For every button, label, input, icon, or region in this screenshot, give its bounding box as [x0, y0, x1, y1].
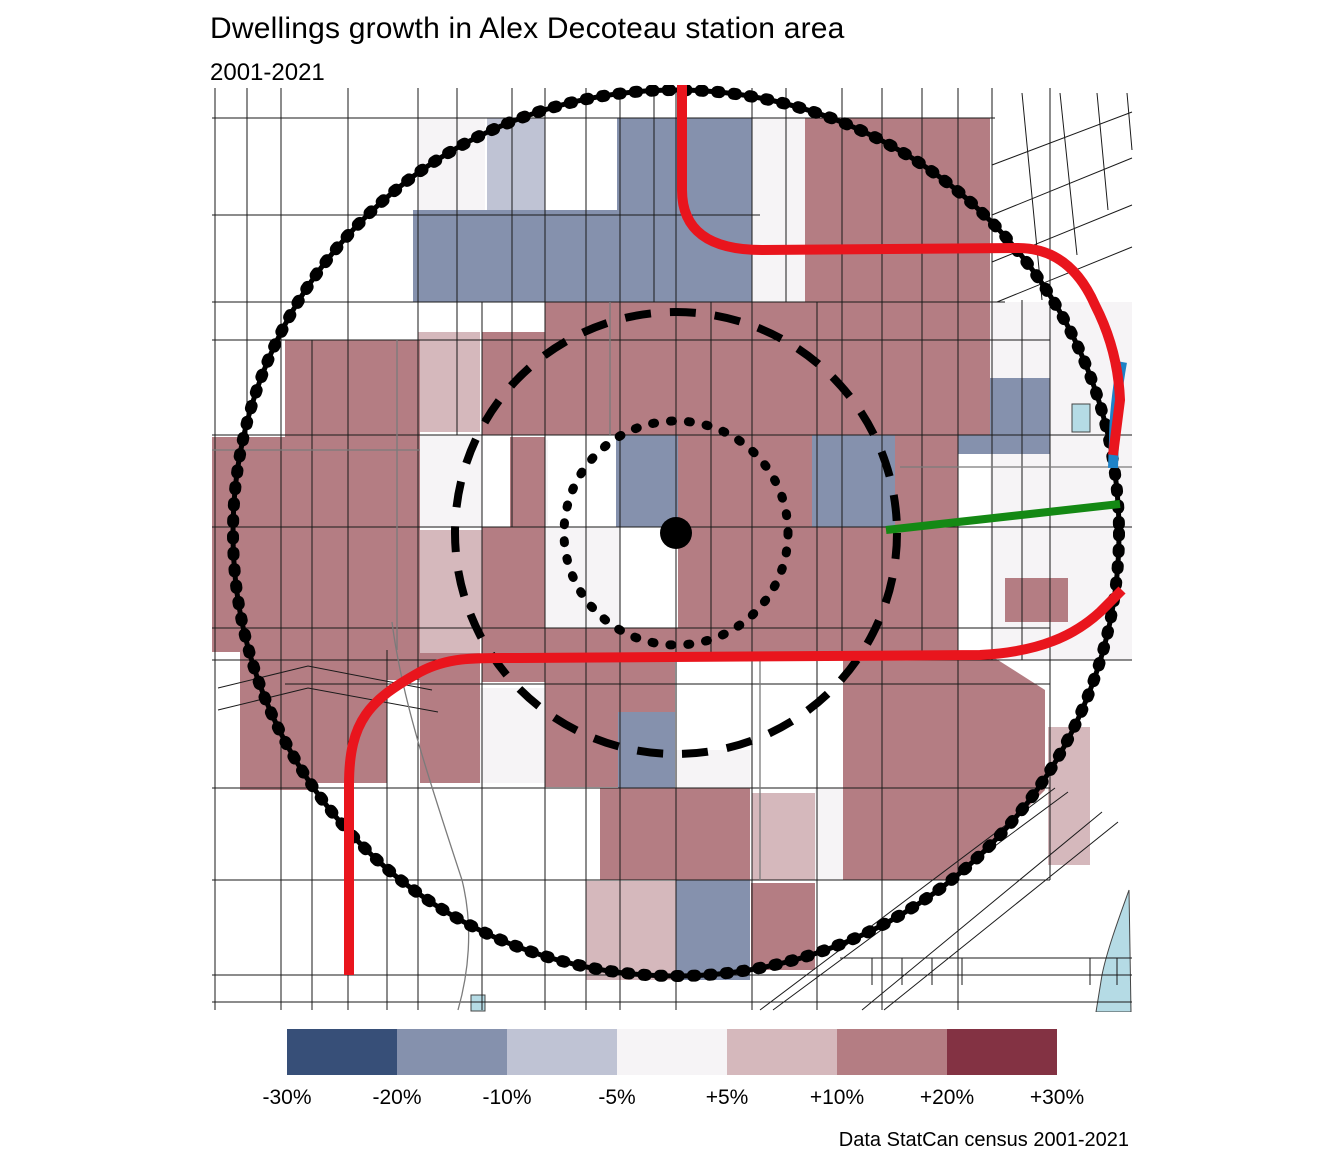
outer-ring-beads	[227, 85, 1125, 982]
legend-label: +10%	[809, 1086, 865, 1109]
legend-color-bar	[287, 1029, 1057, 1075]
legend-label: +30%	[1029, 1086, 1085, 1109]
legend-label: -20%	[372, 1086, 422, 1109]
data-source-caption: Data StatCan census 2001-2021	[838, 1129, 1129, 1151]
transit-lines	[344, 85, 1127, 975]
middle-dashed-ring	[451, 308, 901, 758]
page-subtitle: 2001-2021	[210, 59, 325, 86]
station-dot	[660, 517, 692, 549]
walkshed-rings	[227, 85, 1125, 982]
inner-dotted-ring	[559, 416, 793, 650]
legend-swatch	[617, 1029, 727, 1075]
lrt-line-south	[344, 586, 1126, 975]
legend-label: +5%	[705, 1086, 749, 1109]
legend-label: +20%	[919, 1086, 975, 1109]
legend-label: -10%	[482, 1086, 532, 1109]
water-bodies	[470, 403, 1132, 1012]
legend-swatch	[837, 1029, 947, 1075]
legend-swatch	[287, 1029, 397, 1075]
page-title: Dwellings growth in Alex Decoteau statio…	[210, 12, 845, 45]
legend-label: -30%	[262, 1086, 312, 1109]
legend-swatch	[727, 1029, 837, 1075]
lrt-line-north	[677, 85, 1126, 456]
legend-label: -5%	[598, 1086, 636, 1109]
green-route-line	[885, 500, 1121, 534]
legend-swatch	[397, 1029, 507, 1075]
legend-swatch	[507, 1029, 617, 1075]
legend-swatch	[947, 1029, 1057, 1075]
legend-tick-labels: -30% -20% -10% -5% +5% +10% +20% +30%	[262, 1086, 1084, 1112]
